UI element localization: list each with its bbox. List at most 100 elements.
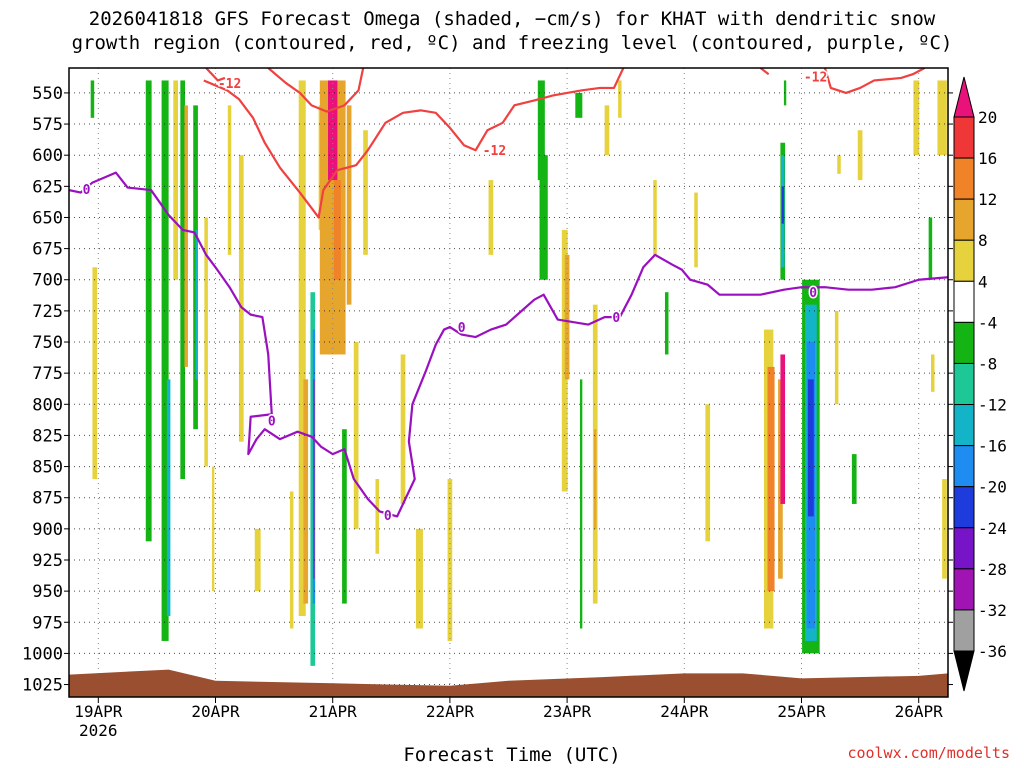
y-tick-label: 750 xyxy=(32,333,63,353)
chart-title-line1: 2026041818 GFS Forecast Omega (shaded, −… xyxy=(88,8,936,30)
colorbar: 20 16 12 8 4 -4 -8 -12 -16 -20 -24 -28 -32 -36 xyxy=(953,76,1007,692)
omega-cell xyxy=(618,80,622,118)
y-tick-label: 725 xyxy=(32,302,63,322)
colorbar-tick-label: -8 xyxy=(978,354,997,373)
x-tick-label: 19APR xyxy=(74,702,123,721)
y-tick-label: 825 xyxy=(32,426,63,446)
omega-cell xyxy=(353,342,359,529)
colorbar-segment xyxy=(953,486,975,529)
omega-cell xyxy=(333,180,341,280)
x-tick-label: 20APR xyxy=(191,702,240,721)
colorbar-tick-label: -24 xyxy=(978,519,1007,538)
colorbar-tick-label: 4 xyxy=(978,272,988,291)
credit-text[interactable]: coolwx.com/modelts xyxy=(847,744,1010,762)
y-tick-label: 1000 xyxy=(22,644,63,664)
omega-cell xyxy=(195,229,198,380)
x-tick-label: 22APR xyxy=(426,702,475,721)
colorbar-tick-label: -32 xyxy=(978,601,1007,620)
ground-surface xyxy=(69,669,948,697)
contour-label: -12 xyxy=(483,144,506,159)
omega-cell xyxy=(193,105,198,430)
omega-cell xyxy=(539,155,548,280)
omega-cell xyxy=(579,379,583,629)
colorbar-tick-label: -16 xyxy=(978,437,1007,456)
colorbar-tick-label: 8 xyxy=(978,231,988,250)
omega-cell xyxy=(781,186,784,224)
colorbar-tick-label: -4 xyxy=(978,313,997,332)
y-tick-label: 800 xyxy=(32,395,63,415)
omega-cell xyxy=(705,404,711,542)
omega-cell xyxy=(342,429,347,604)
colorbar-segment xyxy=(953,116,975,159)
omega-cell xyxy=(834,310,839,405)
y-tick-label: 925 xyxy=(32,551,63,571)
colorbar-bottom-triangle xyxy=(953,650,975,692)
dgz-contour-line xyxy=(823,68,926,95)
colorbar-segment xyxy=(953,157,975,200)
contour-label: -12 xyxy=(218,77,241,92)
omega-cell xyxy=(851,454,857,504)
chart-title-line2: growth region (contoured, red, ºC) and f… xyxy=(71,32,953,54)
omega-cell xyxy=(238,155,244,442)
omega-cell xyxy=(783,80,787,106)
omega-cell xyxy=(204,217,208,467)
contour-label: 0 xyxy=(809,286,817,301)
y-tick-label: 675 xyxy=(32,240,63,260)
contour-label: 0 xyxy=(268,414,276,429)
contour-label: 0 xyxy=(458,321,466,336)
y-tick-label: 550 xyxy=(32,84,63,104)
colorbar-segment xyxy=(953,609,975,652)
plot-area: -12 -12 -12 0 0 0 0 0 0 xyxy=(69,68,948,697)
y-tick-label: 875 xyxy=(32,489,63,509)
y-tick-label: 975 xyxy=(32,613,63,633)
omega-cell xyxy=(254,528,261,592)
x-tick-label: 25APR xyxy=(777,702,826,721)
dgz-contour-line xyxy=(759,68,770,76)
y-tick-label: 775 xyxy=(32,364,63,384)
omega-cell xyxy=(694,192,698,268)
colorbar-segment xyxy=(953,527,975,570)
y-tick-label: 575 xyxy=(32,115,63,135)
omega-cell xyxy=(211,466,215,592)
omega-cell xyxy=(303,379,309,604)
omega-cell xyxy=(913,80,920,156)
omega-cell xyxy=(488,180,494,255)
y-tick-label: 1025 xyxy=(22,676,63,696)
colorbar-tick-label: -20 xyxy=(978,478,1007,497)
omega-cell xyxy=(173,80,178,280)
colorbar-segment xyxy=(953,362,975,406)
omega-cell xyxy=(837,155,841,174)
omega-cell xyxy=(767,366,775,592)
y-tick-label: 850 xyxy=(32,458,63,478)
colorbar-tick-label: -12 xyxy=(978,396,1007,415)
omega-cell xyxy=(400,354,406,504)
x-tick-label: 21APR xyxy=(309,702,358,721)
omega-cell xyxy=(575,92,583,118)
omega-cell xyxy=(375,479,379,554)
y-tick-label: 650 xyxy=(32,208,63,228)
omega-cell xyxy=(928,217,933,280)
colorbar-segment xyxy=(953,239,975,282)
y-tick-label: 900 xyxy=(32,520,63,540)
omega-cell xyxy=(328,80,338,181)
omega-cell xyxy=(298,80,306,617)
y-tick-label: 625 xyxy=(32,177,63,197)
x-tick-label: 23APR xyxy=(543,702,592,721)
plot-frame xyxy=(68,67,949,698)
omega-cell xyxy=(653,180,657,255)
freezing-level-line xyxy=(69,171,948,518)
contour-label: 0 xyxy=(612,311,620,326)
contour-label: 0 xyxy=(384,509,392,524)
contour-label: 0 xyxy=(83,183,91,198)
omega-cell xyxy=(145,80,152,542)
y-tick-label: 600 xyxy=(32,146,63,166)
dgz-contour-line xyxy=(267,68,365,113)
colorbar-segment xyxy=(953,404,975,447)
colorbar-segment xyxy=(953,198,975,241)
colorbar-tick-label: 16 xyxy=(978,149,997,168)
omega-cell xyxy=(180,80,186,480)
colorbar-tick-label: 12 xyxy=(978,190,997,209)
colorbar-segment xyxy=(953,280,975,323)
colorbar-segment xyxy=(953,445,975,488)
